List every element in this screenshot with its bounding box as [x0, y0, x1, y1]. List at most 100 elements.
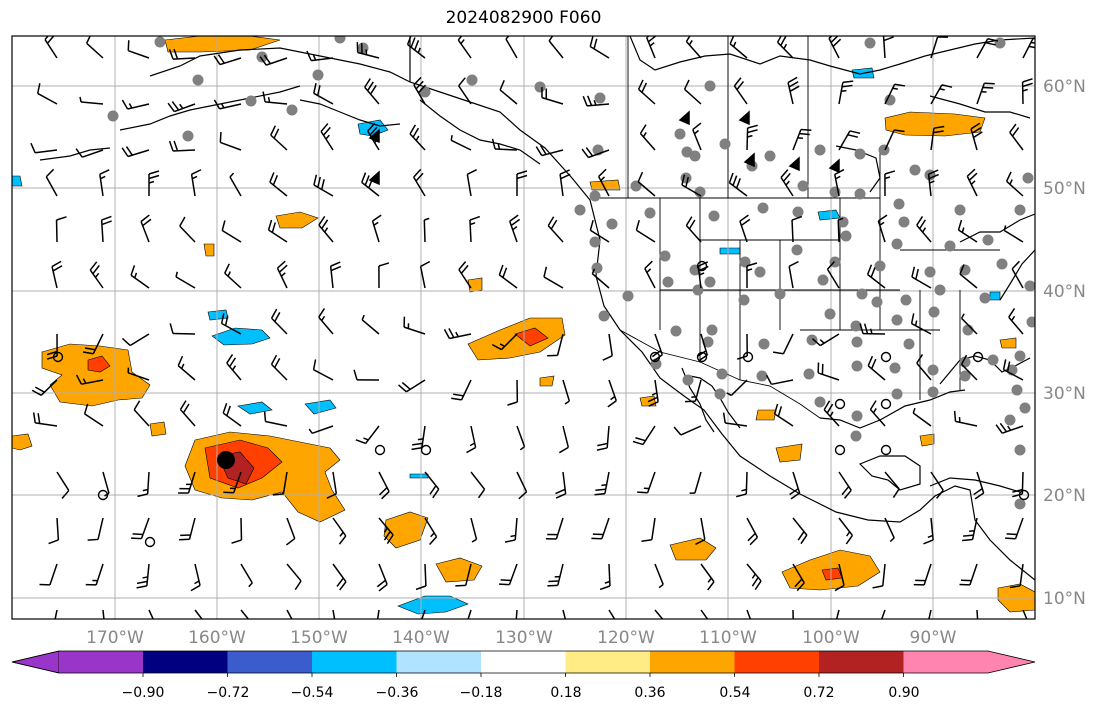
- wind-barb: [541, 87, 564, 105]
- station-dot: [466, 74, 478, 86]
- station-dot: [824, 308, 836, 320]
- wind-barb: [596, 425, 610, 451]
- wind-barb: [515, 609, 518, 619]
- colorbar-segment: [819, 651, 904, 673]
- wind-barb: [788, 260, 799, 289]
- colorbar-tick-label: −0.72: [207, 685, 250, 701]
- station-dot: [154, 36, 166, 48]
- wind-barb: [726, 379, 748, 397]
- wind-barb: [635, 219, 656, 243]
- station-dot: [909, 164, 921, 176]
- station-dot: [962, 324, 974, 336]
- wind-barb: [457, 36, 472, 59]
- wind-barb: [100, 215, 112, 243]
- wind-barb: [966, 168, 978, 197]
- wind-barb: [221, 220, 242, 243]
- wind-barb: [56, 471, 70, 499]
- station-dot: [987, 354, 999, 366]
- station-dot: [797, 180, 809, 192]
- wind-barb: [320, 123, 334, 151]
- wind-barb: [148, 609, 154, 619]
- wind-barb: [562, 609, 567, 619]
- colorbar-tick-label: −0.36: [376, 685, 419, 701]
- wind-barb: [318, 215, 334, 243]
- wind-barb: [928, 609, 932, 619]
- wind-barb: [455, 563, 472, 587]
- wind-barb: [1022, 609, 1028, 619]
- wind-barb: [177, 355, 196, 381]
- wind-pennant: [828, 158, 840, 174]
- wind-barb: [424, 471, 440, 499]
- station-dot: [891, 314, 903, 326]
- wind-barb: [219, 132, 242, 151]
- colorbar-tick-labels: −0.90 −0.72 −0.54 −0.36 −0.18 0.18 0.36 …: [122, 685, 920, 701]
- wind-barb: [270, 308, 288, 335]
- wind-barb: [867, 355, 886, 381]
- wind-barb: [223, 471, 242, 494]
- wind-barb: [1009, 563, 1024, 589]
- wind-barb: [491, 333, 518, 351]
- coastlines: [39, 36, 1035, 581]
- wind-barb: [728, 172, 748, 197]
- wind-barb: [467, 609, 472, 619]
- wind-barb: [976, 38, 999, 59]
- latitude-labels: 60°N 50°N 40°N 30°N 20°N 10°N: [1043, 77, 1086, 609]
- wind-barb: [916, 354, 932, 381]
- wind-barb: [773, 403, 794, 427]
- wind-barb: [923, 517, 934, 545]
- wind-barb: [835, 609, 840, 619]
- wind-barb: [543, 266, 564, 289]
- wind-barb: [415, 563, 427, 591]
- wind-barb: [376, 609, 380, 619]
- wind-barb: [87, 517, 104, 541]
- station-dot: [662, 276, 674, 288]
- wind-barb: [491, 138, 518, 151]
- station-dot: [1019, 402, 1031, 414]
- station-dot: [891, 388, 903, 400]
- wind-barb: [976, 82, 995, 105]
- wind-barb: [121, 146, 150, 158]
- station-dot: [694, 186, 706, 198]
- wind-barb: [55, 216, 67, 243]
- station-dot: [192, 74, 204, 86]
- wind-barb: [136, 563, 150, 589]
- wind-barb: [332, 609, 336, 619]
- wind-barb: [558, 425, 570, 454]
- station-dot: [589, 190, 601, 202]
- colorbar-extend-high: [903, 651, 1035, 673]
- longitude-labels: 170°W 160°W 150°W 140°W 130°W 120°W 110°…: [86, 628, 957, 648]
- wind-barb: [912, 407, 932, 427]
- wind-barb: [364, 78, 380, 105]
- wind-barb: [632, 425, 656, 446]
- wind-barb: [269, 172, 288, 197]
- station-dot: [689, 150, 701, 162]
- station-circle: [880, 398, 892, 410]
- station-dot: [817, 274, 829, 286]
- wind-barb: [130, 265, 150, 289]
- wind-barb: [286, 563, 302, 591]
- wind-barb: [685, 36, 702, 59]
- wind-barb: [792, 128, 812, 151]
- wind-barb: [700, 563, 715, 591]
- wind-barb: [213, 99, 242, 110]
- station-dot: [682, 374, 694, 386]
- wind-barb: [826, 260, 840, 289]
- wind-barb: [834, 563, 845, 592]
- colorbar-tick-label: 0.72: [803, 685, 834, 701]
- wind-barb: [684, 379, 702, 403]
- wind-barb: [608, 609, 616, 619]
- station-circle: [420, 444, 432, 456]
- station-dot: [854, 188, 866, 200]
- station-dot: [792, 206, 804, 218]
- wind-barb: [737, 333, 748, 360]
- wind-barb: [263, 411, 288, 427]
- wind-barb: [884, 170, 896, 197]
- wind-barb: [102, 609, 105, 619]
- wind-barb: [811, 333, 840, 347]
- wind-barb: [169, 323, 196, 335]
- station-dot: [814, 144, 826, 156]
- wind-barb: [48, 517, 60, 545]
- wind-barb: [466, 425, 477, 454]
- wind-barb: [817, 362, 840, 381]
- wind-barb: [792, 563, 805, 592]
